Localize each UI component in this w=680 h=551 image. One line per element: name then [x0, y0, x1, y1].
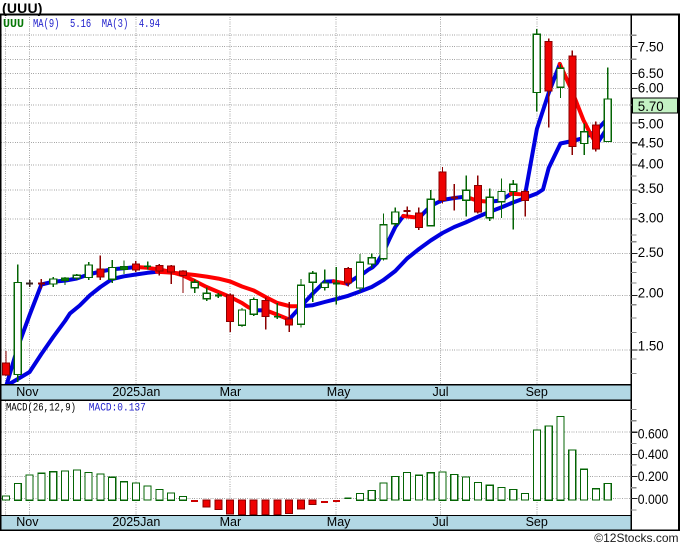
svg-text:UUU: UUU [3, 18, 24, 31]
svg-text:0.200: 0.200 [638, 469, 669, 484]
svg-text:2.00: 2.00 [638, 285, 664, 300]
svg-text:0.600: 0.600 [638, 426, 669, 441]
svg-text:©12Stocks.com: ©12Stocks.com [594, 531, 678, 545]
svg-text:MACD:0.137: MACD:0.137 [89, 403, 146, 415]
svg-text:MACD(26,12,9): MACD(26,12,9) [6, 403, 76, 415]
svg-text:Nov: Nov [16, 385, 39, 399]
svg-text:6.00: 6.00 [638, 80, 664, 95]
svg-text:Mar: Mar [220, 515, 242, 529]
svg-text:4.00: 4.00 [638, 157, 664, 172]
svg-text:2025Jan: 2025Jan [112, 385, 160, 399]
svg-text:5.70: 5.70 [638, 99, 664, 114]
svg-text:4.50: 4.50 [638, 135, 664, 150]
svg-text:6.50: 6.50 [638, 66, 664, 81]
svg-text:Sep: Sep [526, 515, 548, 529]
svg-text:3.50: 3.50 [638, 181, 664, 196]
svg-text:3.00: 3.00 [638, 211, 664, 226]
svg-text:7.50: 7.50 [638, 40, 664, 55]
svg-text:Sep: Sep [526, 385, 548, 399]
svg-text:2.50: 2.50 [638, 245, 664, 260]
svg-text:May: May [327, 515, 351, 529]
svg-text:Nov: Nov [16, 515, 39, 529]
svg-text:MA(9) 5.16 MA(3) 4.94: MA(9) 5.16 MA(3) 4.94 [33, 18, 160, 31]
svg-text:1.50: 1.50 [638, 339, 664, 354]
svg-text:Jul: Jul [433, 385, 449, 399]
svg-text:Jul: Jul [433, 515, 449, 529]
svg-text:2025Jan: 2025Jan [112, 515, 160, 529]
svg-text:May: May [327, 385, 351, 399]
svg-text:(UUU): (UUU) [2, 0, 43, 16]
svg-text:5.00: 5.00 [638, 117, 664, 132]
svg-text:0.400: 0.400 [638, 447, 669, 462]
svg-text:0.000: 0.000 [638, 492, 669, 507]
svg-text:Mar: Mar [220, 385, 242, 399]
